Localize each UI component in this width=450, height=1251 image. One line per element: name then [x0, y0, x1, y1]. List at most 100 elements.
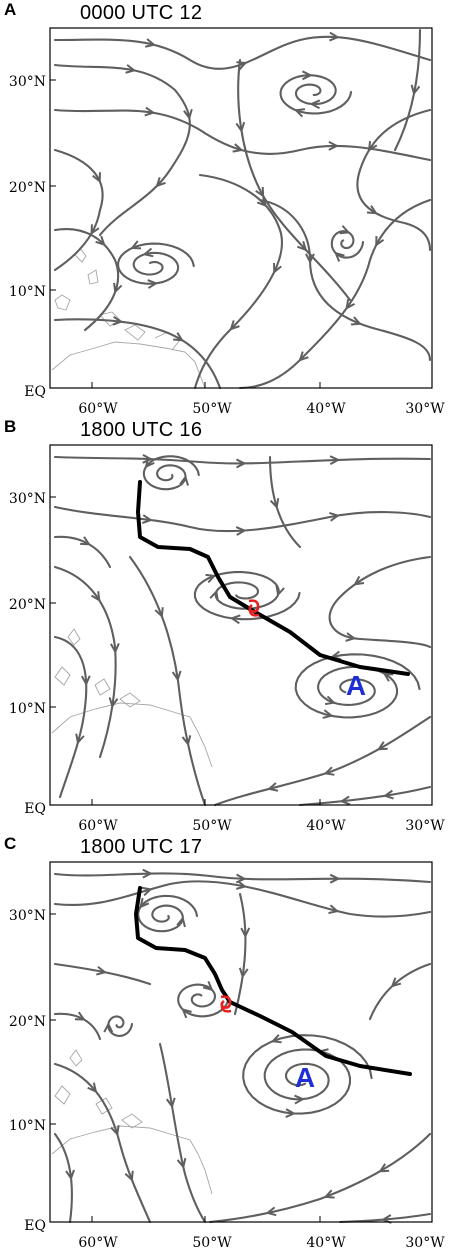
streamline-arrow-icon: [255, 186, 265, 197]
axes-frame-b: 30°N 20°N 10°N EQ 60°W 50°W 40°W 30°W: [9, 444, 445, 834]
streamline: [53, 318, 222, 390]
streamline-arrow-icon: [375, 236, 385, 246]
streamline: [368, 962, 432, 1021]
streamline-map-b: A 30°N 20°N 10°N EQ 60°W 50°W 40°W 30°W: [9, 444, 445, 834]
streamline: [177, 983, 230, 1018]
x-tick-50w: 50°W: [192, 1235, 232, 1251]
streamline: [298, 785, 432, 807]
x-tick-60w: 60°W: [78, 1235, 118, 1251]
streamline-arrow-icon: [345, 299, 356, 310]
streamline-arrow-icon: [384, 789, 394, 800]
streamline-arrow-icon: [238, 967, 249, 978]
streamline-arrow-icon: [268, 782, 279, 792]
streamline-arrow-icon: [285, 1108, 295, 1118]
streamline-arrow-icon: [324, 695, 335, 706]
streamline-arrow-icon: [103, 1023, 114, 1033]
panel-time-a: 0000 UTC 12: [80, 2, 203, 24]
streamline-arrow-icon: [108, 697, 119, 708]
streamline-arrow-icon: [410, 84, 421, 95]
panel-time-b: 1800 UTC 16: [80, 419, 203, 441]
streamline-arrow-icon: [109, 643, 120, 653]
streamline-arrow-icon: [154, 607, 164, 618]
streamline-arrow-icon: [328, 904, 339, 915]
streamline: [53, 228, 120, 332]
streamline-arrow-icon: [65, 1169, 75, 1180]
panel-b: A 30°N 20°N 10°N EQ 60°W 50°W 40°W 30°W …: [0, 417, 450, 834]
y-tick-10n: 10°N: [9, 701, 46, 717]
streamline-arrow-icon: [297, 240, 307, 251]
streamline: [53, 148, 104, 272]
streamline-map-a: 30°N 20°N 10°N EQ 60°W 50°W 40°W 30°W: [9, 27, 445, 417]
streamline: [53, 35, 432, 70]
streamline: [238, 198, 432, 390]
streamline-arrow-icon: [269, 498, 280, 509]
streamline: [53, 455, 432, 465]
x-tick-40w: 40°W: [306, 401, 346, 417]
streamline: [268, 455, 302, 549]
streamline: [107, 1015, 134, 1037]
streamline-arrow-icon: [90, 224, 100, 235]
axes-frame-a: 30°N 20°N 10°N EQ 60°W 50°W 40°W 30°W: [9, 27, 445, 417]
streamline-arrow-icon: [230, 614, 241, 625]
streamline-arrow-icon: [235, 458, 246, 469]
streamline-arrow-icon: [112, 315, 123, 326]
streamline-arrow-icon: [202, 980, 213, 991]
streamline-arrow-icon: [131, 240, 142, 250]
streamline: [53, 880, 432, 918]
streamlines-a: [53, 28, 432, 390]
streamline-arrow-icon: [271, 1034, 282, 1044]
x-tick-30w: 30°W: [405, 818, 445, 834]
streamline-arrow-icon: [92, 172, 101, 183]
streamline-arrow-icon: [383, 672, 394, 682]
y-tick-eq: EQ: [24, 801, 46, 817]
panel-letter-c: C: [4, 834, 17, 853]
tropical-storm-icon: [220, 995, 232, 1013]
y-tick-eq: EQ: [24, 384, 46, 400]
streamline-arrow-icon: [322, 709, 333, 719]
streamline-arrow-icon: [125, 64, 136, 74]
x-tick-60w: 60°W: [78, 818, 118, 834]
streamline: [53, 1132, 73, 1224]
streamline-arrow-icon: [144, 106, 155, 117]
streamline: [193, 571, 301, 621]
streamline: [208, 1132, 432, 1224]
x-tick-60w: 60°W: [78, 401, 118, 417]
streamline: [328, 555, 432, 649]
streamline-arrow-icon: [345, 632, 356, 642]
anticyclone-label-b: A: [346, 670, 366, 701]
streamline-arrow-icon: [379, 1163, 390, 1173]
anticyclone-label-c: A: [295, 1062, 315, 1093]
streamline-arrow-icon: [96, 965, 106, 976]
y-tick-30n: 30°N: [9, 491, 46, 507]
streamline-arrow-icon: [139, 897, 150, 908]
streamline-arrow-icon: [171, 670, 182, 681]
streamline: [158, 1042, 207, 1224]
coastlines-b: [51, 628, 213, 768]
streamline-arrow-icon: [339, 225, 350, 235]
streamline-arrow-icon: [310, 99, 321, 110]
coastlines-a: [51, 247, 206, 389]
streamline-arrow-icon: [240, 927, 251, 938]
streamline-arrow-icon: [354, 575, 365, 586]
streamline-arrow-icon: [329, 873, 340, 884]
streamline-arrow-icon: [176, 917, 186, 928]
y-tick-10n: 10°N: [9, 1118, 46, 1134]
streamline-arrow-icon: [340, 795, 351, 806]
y-tick-30n: 30°N: [9, 908, 46, 924]
streamline-arrow-icon: [124, 1170, 134, 1181]
streamline-arrow-icon: [295, 108, 306, 118]
panel-letter-b: B: [4, 417, 17, 436]
storm-track-b: [136, 480, 410, 676]
streamline-arrow-icon: [181, 1008, 192, 1019]
streamline-arrow-icon: [334, 252, 345, 262]
streamline: [117, 242, 195, 285]
y-tick-20n: 20°N: [9, 180, 46, 196]
streamline-arrow-icon: [273, 262, 282, 273]
y-tick-30n: 30°N: [9, 74, 46, 90]
streamline-arrow-icon: [143, 247, 154, 258]
streamline-arrow-icon: [350, 316, 361, 326]
x-tick-50w: 50°W: [192, 401, 232, 417]
streamline: [242, 1034, 373, 1115]
streamline-arrow-icon: [324, 766, 335, 776]
streamline-arrow-icon: [328, 140, 338, 151]
